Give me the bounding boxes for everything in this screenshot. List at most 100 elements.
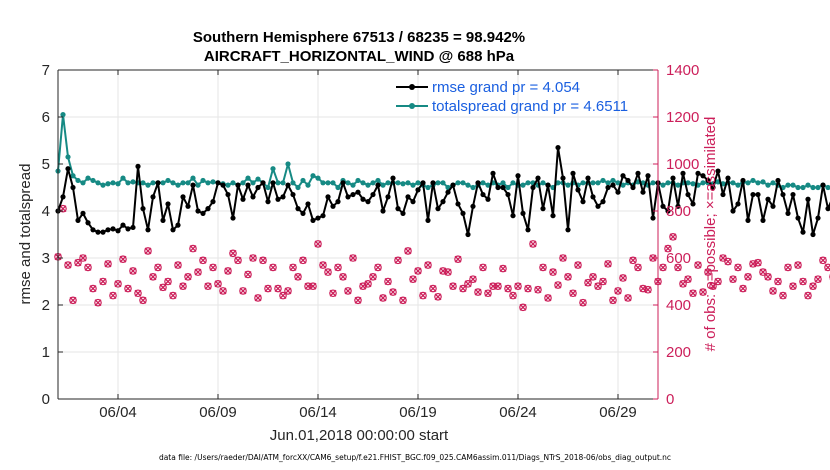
- obs-possible-marker: [184, 272, 192, 281]
- obs-possible-marker: [409, 275, 417, 283]
- obs-assimilated-marker: [344, 287, 352, 295]
- obs-assimilated-marker: [379, 294, 387, 302]
- rmse-point: [270, 180, 276, 186]
- obs-possible-marker: [694, 261, 702, 269]
- rmse-point: [355, 189, 361, 195]
- rmse-point: [635, 170, 641, 176]
- y-tick-label-left: 2: [42, 297, 50, 314]
- totalspread-point: [120, 175, 126, 181]
- obs-marker: [449, 282, 457, 291]
- obs-marker: [659, 263, 667, 272]
- obs-possible-marker: [379, 294, 387, 302]
- data-file-footer: data file: /Users/raeder/DAI/ATM_forcXX/…: [159, 453, 671, 462]
- obs-possible-marker: [789, 282, 797, 291]
- rmse-point: [75, 217, 81, 223]
- rmse-point: [595, 203, 601, 209]
- totalspread-point: [245, 175, 251, 181]
- obs-marker: [144, 247, 152, 255]
- rmse-point: [705, 177, 711, 184]
- obs-assimilated-marker: [804, 292, 812, 300]
- obs-possible-marker: [674, 263, 682, 272]
- obs-marker: [389, 288, 397, 296]
- obs-possible-marker: [724, 257, 732, 266]
- totalspread-point: [165, 177, 171, 184]
- rmse-point: [675, 203, 681, 209]
- obs-possible-marker: [399, 296, 407, 305]
- obs-assimilated-marker: [569, 289, 577, 297]
- obs-marker: [684, 275, 692, 283]
- obs-assimilated-marker: [634, 263, 642, 271]
- obs-assimilated-marker: [224, 267, 232, 275]
- totalspread-point: [70, 173, 76, 179]
- obs-possible-marker: [629, 256, 637, 265]
- x-tick-label: 06/24: [499, 404, 537, 421]
- obs-assimilated-marker: [674, 263, 682, 271]
- obs-possible-marker: [824, 263, 830, 272]
- rmse-point: [600, 199, 606, 205]
- rmse-point: [295, 206, 301, 212]
- obs-possible-marker: [584, 278, 592, 287]
- rmse-point: [380, 208, 386, 214]
- totalspread-point: [750, 177, 756, 184]
- rmse-point: [410, 199, 416, 205]
- obs-possible-marker: [219, 287, 227, 295]
- rmse-point: [135, 163, 141, 169]
- totalspread-point: [690, 181, 696, 187]
- obs-assimilated-marker: [724, 258, 732, 265]
- obs-possible-marker: [564, 272, 572, 281]
- rmse-point: [625, 177, 631, 184]
- obs-assimilated-marker: [314, 240, 322, 248]
- rmse-point: [390, 175, 396, 181]
- totalspread-point: [425, 184, 431, 191]
- obs-assimilated-marker: [514, 282, 522, 290]
- rmse-point: [245, 182, 251, 188]
- totalspread-point: [60, 112, 66, 118]
- obs-marker: [734, 263, 742, 272]
- totalspread-point: [440, 180, 446, 186]
- obs-assimilated-marker: [204, 282, 212, 290]
- rmse-point: [490, 170, 496, 176]
- rmse-point: [680, 170, 686, 176]
- rmse-point: [825, 206, 830, 212]
- obs-assimilated-marker: [374, 263, 382, 271]
- obs-possible-marker: [549, 268, 557, 276]
- obs-assimilated-marker: [239, 287, 247, 295]
- y-axis-label-left: rmse and totalspread: [17, 164, 34, 305]
- chart-title: Southern Hemisphere 67513 / 68235 = 98.9…: [193, 29, 525, 46]
- obs-marker: [174, 261, 182, 269]
- obs-assimilated-marker: [494, 282, 502, 290]
- obs-possible-marker: [394, 256, 402, 265]
- obs-possible-marker: [529, 240, 537, 248]
- obs-assimilated-marker: [309, 282, 317, 290]
- obs-assimilated-marker: [174, 261, 182, 269]
- rmse-point: [690, 201, 696, 207]
- rmse-point: [360, 196, 366, 202]
- obs-possible-marker: [484, 289, 492, 298]
- rmse-point: [450, 182, 456, 188]
- obs-marker: [444, 268, 452, 276]
- obs-possible-marker: [704, 268, 712, 276]
- obs-marker: [124, 284, 132, 293]
- rmse-point: [115, 228, 121, 234]
- obs-possible-marker: [99, 277, 107, 286]
- obs-assimilated-marker: [179, 282, 187, 290]
- obs-marker: [179, 282, 187, 291]
- totalspread-point: [685, 180, 691, 186]
- rmse-point: [745, 217, 751, 223]
- rmse-point: [735, 201, 741, 207]
- obs-possible-marker: [344, 287, 352, 295]
- obs-assimilated-marker: [214, 280, 222, 288]
- obs-possible-marker: [764, 272, 772, 281]
- obs-possible-marker: [689, 289, 697, 298]
- obs-assimilated-marker: [769, 287, 777, 295]
- obs-possible-marker: [514, 282, 522, 291]
- obs-possible-marker: [234, 256, 242, 265]
- totalspread-point: [315, 175, 321, 181]
- obs-assimilated-marker: [629, 256, 637, 264]
- obs-marker: [224, 267, 232, 275]
- obs-possible-marker: [64, 261, 72, 269]
- obs-marker: [534, 285, 542, 294]
- rmse-point: [815, 215, 821, 221]
- obs-marker: [209, 263, 217, 272]
- obs-assimilated-marker: [549, 268, 557, 276]
